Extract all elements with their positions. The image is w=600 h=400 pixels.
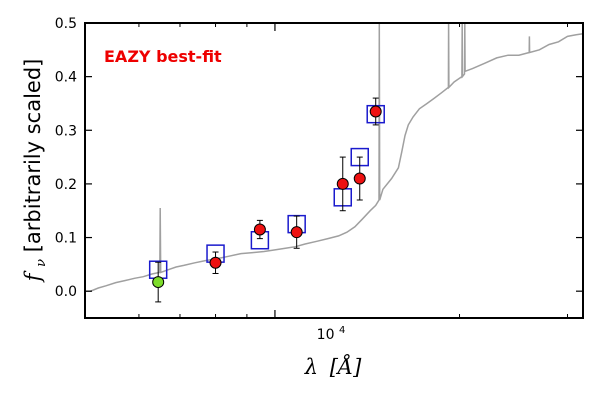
observed-flux-point [336,177,349,190]
y-tick-label: 0.4 [55,70,77,86]
y-axis-label: f ν [arbitrarily scaled] [21,59,50,284]
observed-flux-layer [152,97,382,303]
x-tick-base: 10 [317,327,335,343]
y-axis-text: [arbitrarily scaled] [21,59,45,253]
x-tick-exponent: 4 [339,325,345,336]
x-axis-symbol: λ [304,355,318,379]
observed-flux-point [369,105,382,118]
y-axis-nu: ν [34,259,49,267]
y-axis-f: f [21,270,45,283]
annotation-label: EAZY best-fit [104,47,222,66]
y-tick-label: 0.3 [55,123,77,139]
axis-ticks: 0.0 0.1 0.2 0.3 0.4 0.5 [55,16,583,318]
y-tick-label: 0.1 [55,231,77,247]
observed-flux-point [152,276,165,289]
observed-flux-point [209,256,222,269]
observed-flux-point [253,223,266,236]
plot-frame [84,22,584,319]
x-axis-label: λ [Å] [304,354,362,379]
model-flux-layer [148,104,385,279]
y-tick-label: 0.2 [55,177,77,193]
observed-flux-point [353,172,366,185]
observed-flux-point [290,226,303,239]
y-tick-label: 0.5 [55,16,77,32]
y-tick-label: 0.0 [55,284,77,300]
x-axis-unit: [Å] [330,354,362,379]
x-tick-label-10000: 10 4 [317,325,346,343]
